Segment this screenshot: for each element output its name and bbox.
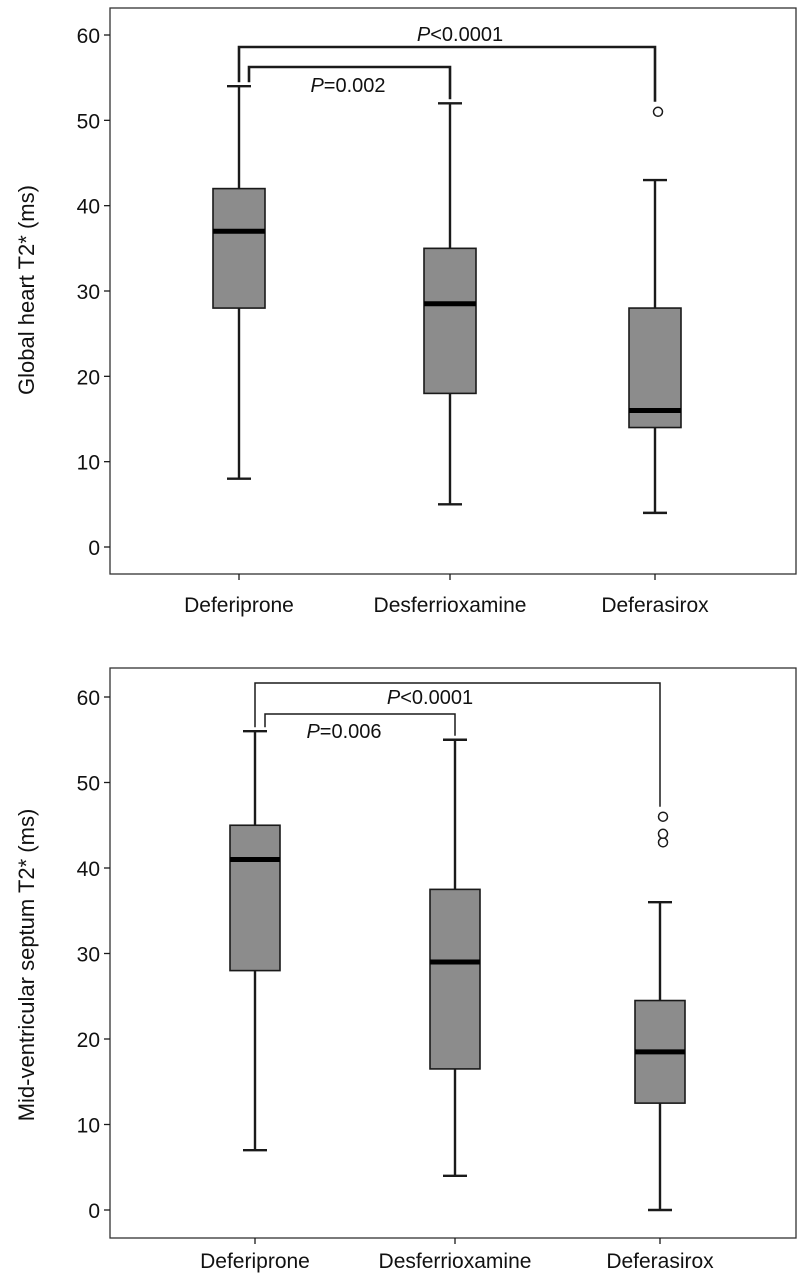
significance-bracket [254,682,661,807]
category-label: Deferiprone [200,1250,310,1273]
p-value-text: <0.0001 [430,24,503,46]
y-tick-label: 30 [77,944,100,967]
box-iqr [628,307,682,429]
p-value-symbol: P [306,721,320,743]
box-iqr [423,247,477,395]
p-value-text: =0.002 [324,75,386,97]
y-tick-label: 50 [77,773,100,796]
category-label: Desferrioxamine [379,1250,532,1273]
significance-bracket [264,713,456,736]
y-tick-label: 40 [77,196,100,219]
y-tick-label: 10 [77,1115,100,1138]
category-label: Deferiprone [184,594,294,617]
p-value-text: =0.006 [320,721,382,743]
outlier-point [657,811,669,822]
box-iqr [212,187,266,309]
y-tick-label: 60 [77,25,100,48]
p-value-label: P<0.0001 [417,24,503,46]
p-value-symbol: P [417,24,431,46]
outlier-point [657,828,669,840]
p-value-label: P=0.006 [306,721,381,743]
p-value-symbol: P [310,75,324,97]
outlier-point [657,837,669,848]
y-tick-label: 0 [88,537,100,560]
significance-bracket [247,65,452,100]
y-axis-title: Mid-ventricular septum T2* (ms) [14,809,39,1122]
y-tick-label: 20 [77,1029,100,1052]
significance-bracket [237,45,657,102]
outlier-point [652,106,664,118]
y-tick-label: 60 [77,687,100,710]
y-tick-label: 20 [77,366,100,389]
y-tick-label: 50 [77,110,100,133]
category-label: Deferasirox [601,594,709,617]
y-tick-label: 30 [77,281,100,304]
category-label: Desferrioxamine [374,594,527,617]
y-tick-label: 0 [88,1200,100,1223]
box-iqr [429,888,481,1070]
p-value-label: P=0.002 [310,75,385,97]
box-iqr [229,824,281,972]
category-label: Deferasirox [606,1250,714,1273]
p-value-label: P<0.0001 [387,687,473,709]
p-value-symbol: P [387,687,401,709]
y-axis-title: Global heart T2* (ms) [14,185,39,395]
panel-mid-ventricular-septum: 0 10 20 30 40 50 60 Mid-ventricular septum T2* … [14,667,797,1273]
y-tick-label: 40 [77,858,100,881]
y-tick-label: 10 [77,452,100,475]
panel-global-heart: 0 10 20 30 40 50 60 Global heart T2* (ms) Deferi… [14,7,797,617]
p-value-text: <0.0001 [400,687,473,709]
